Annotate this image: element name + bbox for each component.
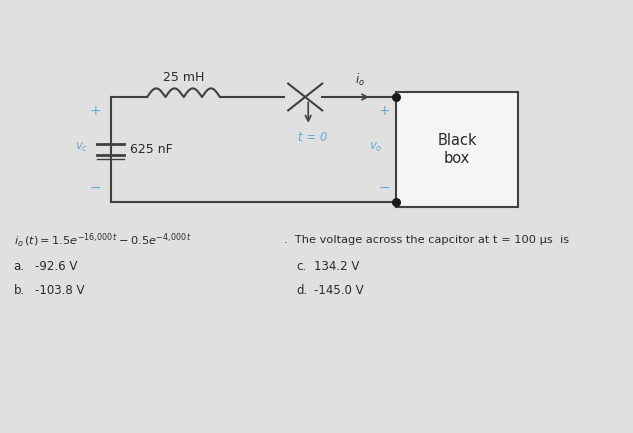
Text: Black
box: Black box	[437, 133, 477, 166]
Text: c.: c.	[296, 260, 306, 273]
Text: -92.6 V: -92.6 V	[35, 260, 77, 273]
Text: +: +	[379, 104, 390, 118]
Text: $i_o$: $i_o$	[355, 72, 365, 88]
Text: .  The voltage across the capcitor at t = 100 μs  is: . The voltage across the capcitor at t =…	[284, 236, 569, 246]
Text: d.: d.	[296, 284, 307, 297]
Text: $i_o\,(t) = 1.5e^{-16{,}000\,t} - 0.5e^{-4{,}000\,t}$: $i_o\,(t) = 1.5e^{-16{,}000\,t} - 0.5e^{…	[13, 231, 192, 249]
Text: b.: b.	[13, 284, 25, 297]
Text: t = 0: t = 0	[298, 131, 327, 145]
Text: $v_o$: $v_o$	[369, 141, 383, 154]
Text: -145.0 V: -145.0 V	[314, 284, 364, 297]
Text: 625 nF: 625 nF	[130, 143, 173, 156]
Bar	[396, 92, 518, 207]
Text: 25 mH: 25 mH	[163, 71, 204, 84]
Text: -103.8 V: -103.8 V	[35, 284, 84, 297]
Text: 134.2 V: 134.2 V	[314, 260, 360, 273]
Text: +: +	[90, 104, 101, 118]
Text: −: −	[90, 181, 101, 195]
Text: a.: a.	[13, 260, 25, 273]
Text: −: −	[379, 181, 390, 195]
Text: $v_c$: $v_c$	[75, 141, 88, 154]
